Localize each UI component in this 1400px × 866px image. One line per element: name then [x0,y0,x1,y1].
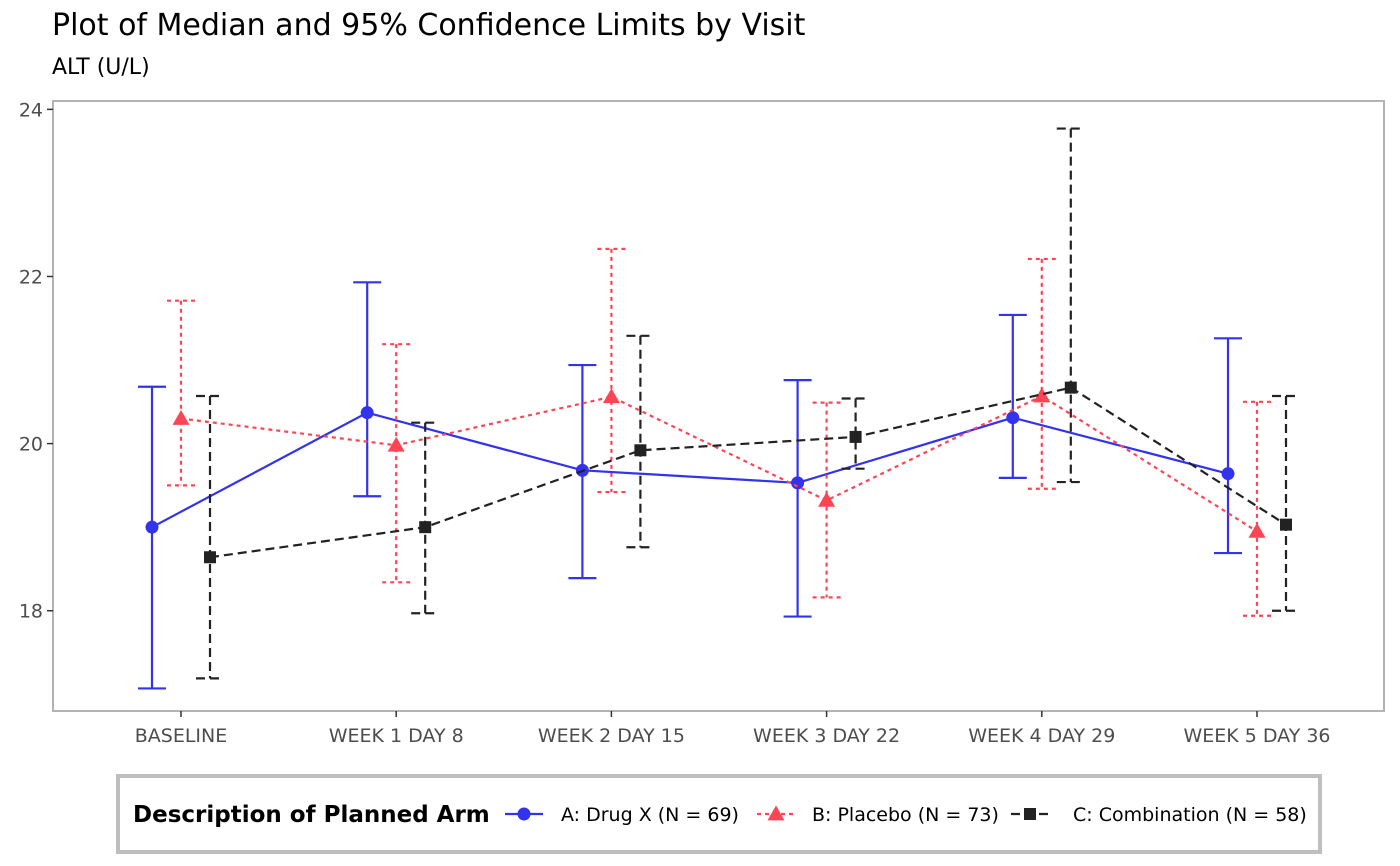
x-tick-label: BASELINE [135,725,228,747]
x-tick-label: WEEK 2 DAY 15 [538,725,685,747]
series-line [209,386,1287,559]
y-axis: 18 20 22 24 [19,99,53,623]
legend-items: A: Drug X (N = 69) B: Placebo (N = 73) C: … [505,804,1307,826]
chart-subtitle: ALT (U/L) [52,55,150,80]
error-bar [411,421,440,615]
legend-item: C: Combination (N = 58) [1011,804,1307,826]
legend-label: C: Combination (N = 58) [1073,804,1307,826]
data-point [360,406,374,420]
data-point [145,520,159,534]
data-point [602,388,620,404]
error-bar [1056,127,1085,484]
data-point [818,491,836,507]
y-tick-label: 18 [19,601,43,623]
legend-item: A: Drug X (N = 69) [505,804,739,826]
error-bar [783,378,812,618]
legend-label: B: Placebo (N = 73) [812,804,999,826]
x-tick-label: WEEK 5 DAY 36 [1183,725,1330,747]
data-point [1248,522,1266,538]
series-line [151,411,1229,529]
error-bar [597,247,626,494]
x-tick-label: WEEK 1 DAY 8 [329,725,464,747]
legend-key-marker [517,807,531,821]
error-bar [1243,400,1271,617]
series-layer [138,127,1300,690]
chart-title: Plot of Median and 95% Confidence Limits… [52,8,806,43]
error-bar [138,385,166,690]
y-tick-label: 20 [19,434,43,456]
data-point [1280,518,1292,531]
data-point [387,436,405,452]
series-line [180,394,1258,533]
legend-item: B: Placebo (N = 73) [757,804,999,826]
legend-label: A: Drug X (N = 69) [561,804,739,826]
error-bar [1027,257,1056,490]
legend-title: Description of Planned Arm [133,802,490,828]
data-point [419,521,432,534]
data-point [204,551,216,564]
error-bar [353,281,382,498]
data-point [791,476,805,490]
series-group [167,247,1271,617]
legend: Description of Planned Arm A: Drug X (N … [116,774,1322,854]
error-bar [626,334,655,549]
data-point [172,410,190,425]
data-point [1221,467,1235,481]
error-bar [382,343,411,584]
data-point [1006,411,1020,425]
x-axis: BASELINE WEEK 1 DAY 8 WEEK 2 DAY 15 WEEK 3 … [135,711,1331,747]
error-bar [196,394,224,680]
data-point [1064,381,1077,394]
data-point [1033,387,1051,403]
error-bar [1214,337,1242,555]
data-point [849,430,862,443]
legend-box [116,774,1322,854]
legend-key-marker [1024,808,1036,820]
y-tick-label: 22 [19,266,43,288]
legend-key-marker [767,805,785,821]
x-tick-label: WEEK 3 DAY 22 [753,725,900,747]
plot-panel-border [52,100,1385,712]
error-bar [998,313,1027,479]
y-tick-label: 24 [19,99,43,121]
x-tick-label: WEEK 4 DAY 29 [968,725,1115,747]
series-group [138,281,1242,690]
series-group [196,127,1300,680]
data-point [634,444,647,457]
error-bar [1272,394,1300,612]
error-bar [167,299,195,487]
